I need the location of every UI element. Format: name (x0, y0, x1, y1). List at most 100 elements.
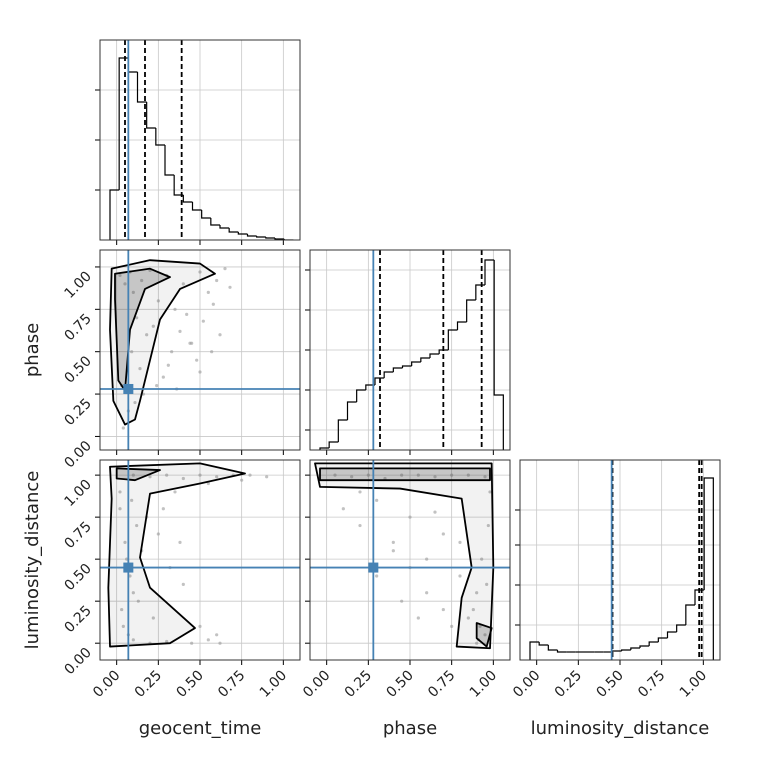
y-tick-label: 0.25 (61, 396, 94, 429)
histogram-bin (164, 145, 175, 176)
histogram-bin (529, 641, 540, 660)
histogram-bin (210, 218, 220, 226)
sample-point (165, 473, 169, 477)
histogram-bin (401, 365, 412, 368)
y-tick-label: 1.00 (61, 477, 94, 510)
histogram-bin (201, 210, 211, 219)
sample-point (173, 307, 177, 311)
histogram-bin (191, 202, 202, 211)
sample-point (131, 290, 135, 294)
panel (100, 40, 300, 240)
histogram-bin (136, 72, 147, 103)
sample-point (161, 507, 165, 511)
sample-point (206, 638, 210, 642)
sample-point (181, 476, 185, 481)
histogram-bin (429, 353, 440, 358)
sample-point (136, 599, 140, 603)
histogram-bin (484, 259, 495, 285)
sample-point (123, 282, 127, 286)
histogram-bin (146, 102, 156, 129)
sample-point (358, 490, 362, 494)
sample-point (366, 473, 370, 477)
sample-point (450, 624, 454, 628)
histogram-bin (411, 361, 421, 366)
sample-point (133, 400, 137, 405)
sample-point (341, 507, 345, 511)
sample-point (215, 278, 219, 283)
histogram-bin (328, 441, 339, 448)
histogram-bin (676, 624, 686, 632)
sample-point (483, 475, 487, 479)
sample-point (478, 624, 482, 628)
histogram-bin (621, 649, 631, 651)
sample-point (480, 557, 484, 561)
sample-point (181, 582, 185, 586)
sample-point (161, 375, 165, 379)
sample-point (118, 507, 122, 511)
histogram-bin (265, 237, 275, 239)
histogram-bin (155, 128, 165, 146)
sample-point (248, 473, 252, 477)
sample-point (425, 591, 429, 595)
sample-point (123, 540, 127, 544)
x-tick-label: 1.00 (677, 668, 710, 701)
sample-point (391, 540, 395, 544)
x-axis-label: geocent_time (139, 718, 262, 739)
x-tick-label: 0.25 (132, 668, 165, 701)
sample-point (185, 312, 189, 317)
sample-point (166, 363, 170, 367)
sample-point (135, 523, 139, 528)
sample-point (148, 475, 152, 479)
sample-point (120, 607, 124, 612)
histogram-bin (274, 238, 285, 240)
sample-point (118, 273, 122, 278)
sample-point (400, 599, 404, 603)
sample-point (178, 329, 182, 333)
sample-point (151, 324, 155, 328)
sample-point (188, 341, 192, 345)
sample-point (138, 367, 142, 371)
x-tick-label: 0.25 (342, 668, 375, 701)
sample-point (471, 607, 475, 612)
sample-point (215, 633, 219, 637)
sample-point (488, 490, 492, 494)
histogram-bin (118, 57, 129, 190)
panel (100, 460, 300, 660)
panel (520, 460, 720, 660)
y-tick-label: 0.50 (61, 561, 94, 594)
sample-point (240, 478, 244, 482)
y-tick-label: 0.00 (61, 645, 94, 678)
x-tick-label: 0.50 (593, 668, 626, 701)
histogram-bin (685, 604, 695, 625)
panel-frame (99, 459, 301, 661)
sample-point (151, 616, 155, 620)
histogram-bin (657, 637, 668, 642)
histogram-bin (319, 447, 330, 450)
panel-frame (309, 249, 511, 451)
contour (475, 622, 493, 648)
contour (319, 467, 491, 482)
x-tick-label: 1.00 (257, 668, 290, 701)
sample-point (400, 473, 404, 477)
x-tick-label: 0.50 (173, 668, 206, 701)
histogram-bin (237, 232, 248, 235)
sample-point (155, 383, 159, 388)
sample-point (483, 633, 487, 637)
sample-point (458, 574, 462, 578)
sample-point (181, 282, 185, 286)
histogram-bin (648, 641, 659, 646)
panel (310, 250, 510, 450)
sample-point (198, 370, 202, 374)
panel-frame (519, 459, 721, 661)
sample-point (350, 475, 354, 479)
y-tick-label: 1.00 (61, 268, 94, 301)
sample-point (228, 285, 232, 289)
histogram-bin (127, 58, 138, 73)
y-tick-label: 0.00 (61, 438, 94, 471)
truth-marker (123, 562, 134, 573)
sample-point (170, 350, 174, 354)
histogram-bin (630, 647, 640, 650)
sample-point (131, 591, 135, 595)
sample-point (145, 333, 149, 337)
histogram-bin (447, 329, 458, 350)
